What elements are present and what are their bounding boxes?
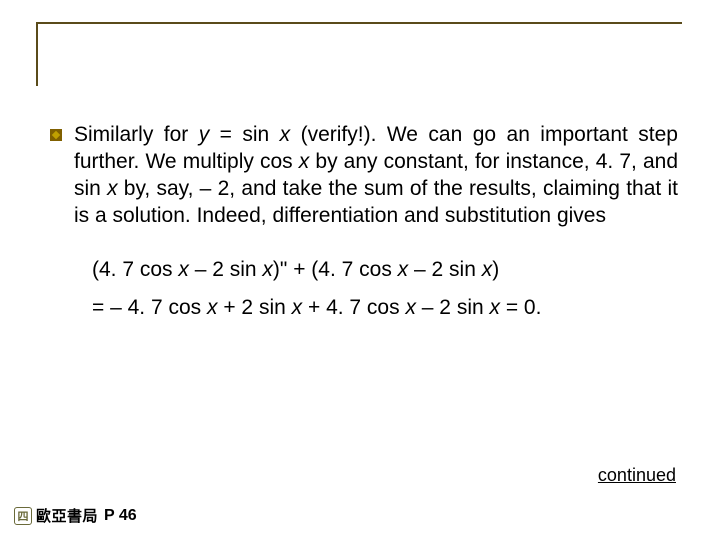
eq2-x1: x — [207, 296, 218, 319]
eq2-e: = 0. — [500, 296, 541, 319]
bullet-icon — [50, 128, 62, 140]
logo-glyph: 四 — [18, 508, 29, 524]
publisher-logo-icon: 四 — [14, 507, 32, 525]
equation-line-2: = – 4. 7 cos x + 2 sin x + 4. 7 cos x – … — [92, 294, 678, 322]
eq2-b: + 2 sin — [218, 296, 292, 319]
eq2-x4: x — [490, 296, 501, 319]
equation-line-1: (4. 7 cos x – 2 sin x)" + (4. 7 cos x – … — [92, 256, 678, 284]
slide: Similarly for y = sin x (verify!). We ca… — [0, 0, 720, 540]
eq1-e: ) — [492, 258, 499, 281]
p1-x1: x — [280, 123, 291, 146]
equation-block: (4. 7 cos x – 2 sin x)" + (4. 7 cos x – … — [92, 256, 678, 323]
paragraph-1: Similarly for y = sin x (verify!). We ca… — [74, 122, 678, 230]
p1-x3: x — [107, 177, 118, 200]
p1-e: by, say, – 2, and take the sum of the re… — [74, 177, 678, 227]
eq2-a: = – 4. 7 cos — [92, 296, 207, 319]
p1-y: y — [199, 123, 210, 146]
eq2-c: + 4. 7 cos — [302, 296, 405, 319]
eq1-x1: x — [178, 258, 189, 281]
eq2-x3: x — [405, 296, 416, 319]
p1-a: Similarly for — [74, 123, 199, 146]
title-rule — [36, 22, 682, 86]
eq1-x2: x — [262, 258, 273, 281]
page-num: 46 — [119, 507, 137, 524]
eq1-d: – 2 sin — [408, 258, 482, 281]
publisher-name: 歐亞書局 — [36, 505, 98, 526]
eq1-x4: x — [482, 258, 493, 281]
eq1-c: )" + (4. 7 cos — [273, 258, 398, 281]
footer: 四 歐亞書局 P 46 — [14, 505, 137, 526]
continued-label: continued — [598, 465, 676, 486]
p1-b: = sin — [209, 123, 279, 146]
content-block: Similarly for y = sin x (verify!). We ca… — [74, 122, 678, 332]
page-number: P 46 — [104, 507, 137, 525]
eq1-b: – 2 sin — [189, 258, 263, 281]
p1-x2: x — [299, 150, 310, 173]
eq1-a: (4. 7 cos — [92, 258, 178, 281]
eq2-d: – 2 sin — [416, 296, 490, 319]
page-prefix: P — [104, 507, 119, 524]
eq1-x3: x — [398, 258, 409, 281]
eq2-x2: x — [292, 296, 303, 319]
